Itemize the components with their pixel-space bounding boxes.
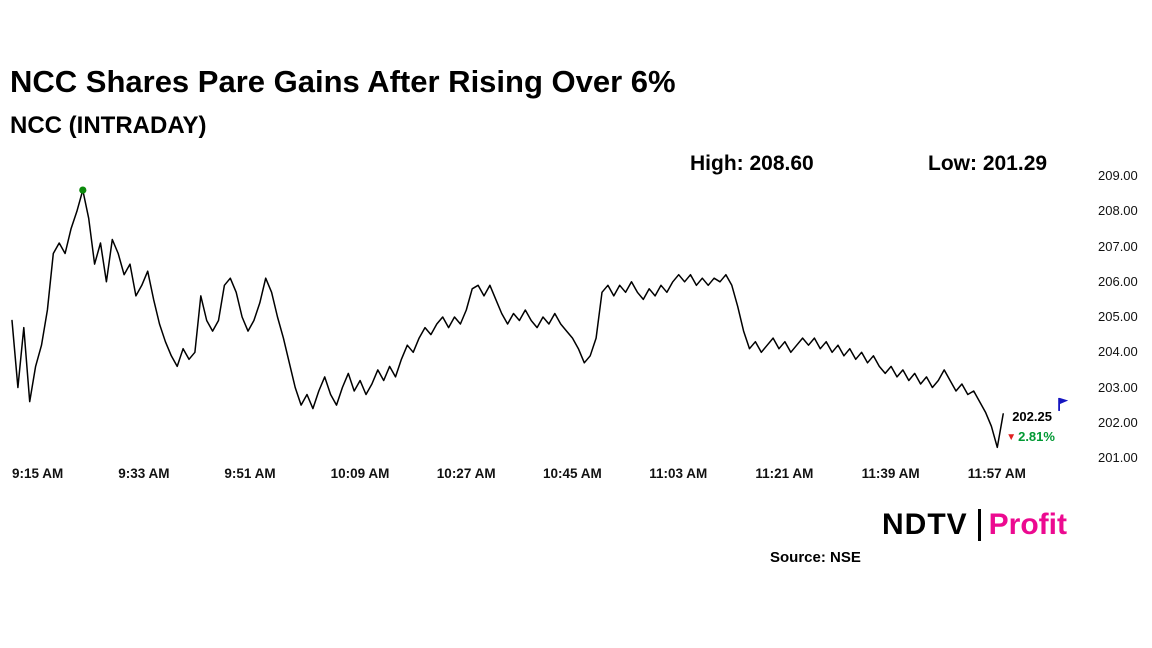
high-label: High: 208.60 <box>690 152 814 175</box>
y-tick-label: 209.00 <box>1098 168 1138 183</box>
x-tick-label: 10:09 AM <box>330 466 390 481</box>
low-label: Low: 201.29 <box>928 152 1048 175</box>
x-tick-label: 9:51 AM <box>224 466 276 481</box>
y-tick-label: 206.00 <box>1098 273 1138 289</box>
source-label: Source: NSE <box>770 549 861 566</box>
down-arrow-icon: ▼ <box>1006 431 1017 443</box>
x-tick-label: 11:57 AM <box>967 466 1026 481</box>
x-tick-label: 9:15 AM <box>12 466 64 481</box>
y-tick-label: 208.00 <box>1098 203 1138 219</box>
y-tick-label: 201.00 <box>1098 450 1138 465</box>
y-tick-label: 207.00 <box>1098 238 1138 254</box>
x-tick-label: 10:27 AM <box>436 466 496 481</box>
x-tick-label: 11:39 AM <box>861 466 920 481</box>
y-tick-label: 203.00 <box>1098 379 1138 395</box>
last-price-label: 202.25 <box>1012 408 1052 424</box>
y-tick-label: 205.00 <box>1098 309 1138 324</box>
y-tick-label: 202.00 <box>1098 414 1138 430</box>
x-tick-label: 10:45 AM <box>543 466 602 481</box>
ndtv-logo-text: NDTV <box>882 508 968 541</box>
change-percent-label: 2.81% <box>1018 428 1055 444</box>
page-title: NCC Shares Pare Gains After Rising Over … <box>10 64 676 99</box>
last-price-marker-icon <box>1058 397 1069 411</box>
x-tick-label: 11:03 AM <box>649 466 708 481</box>
price-line <box>11 189 1004 449</box>
chart-subtitle: NCC (INTRADAY) <box>10 112 207 139</box>
peak-marker-icon <box>79 186 87 194</box>
profit-logo-text: Profit <box>988 508 1067 541</box>
y-tick-label: 204.00 <box>1098 344 1138 360</box>
logo-separator-bar <box>977 509 981 541</box>
change-badge: ▼ 2.81% <box>1006 429 1055 445</box>
ndtv-profit-logo: NDTV Profit <box>882 508 1067 542</box>
x-tick-label: 11:21 AM <box>755 466 814 481</box>
x-tick-label: 9:33 AM <box>118 466 170 481</box>
